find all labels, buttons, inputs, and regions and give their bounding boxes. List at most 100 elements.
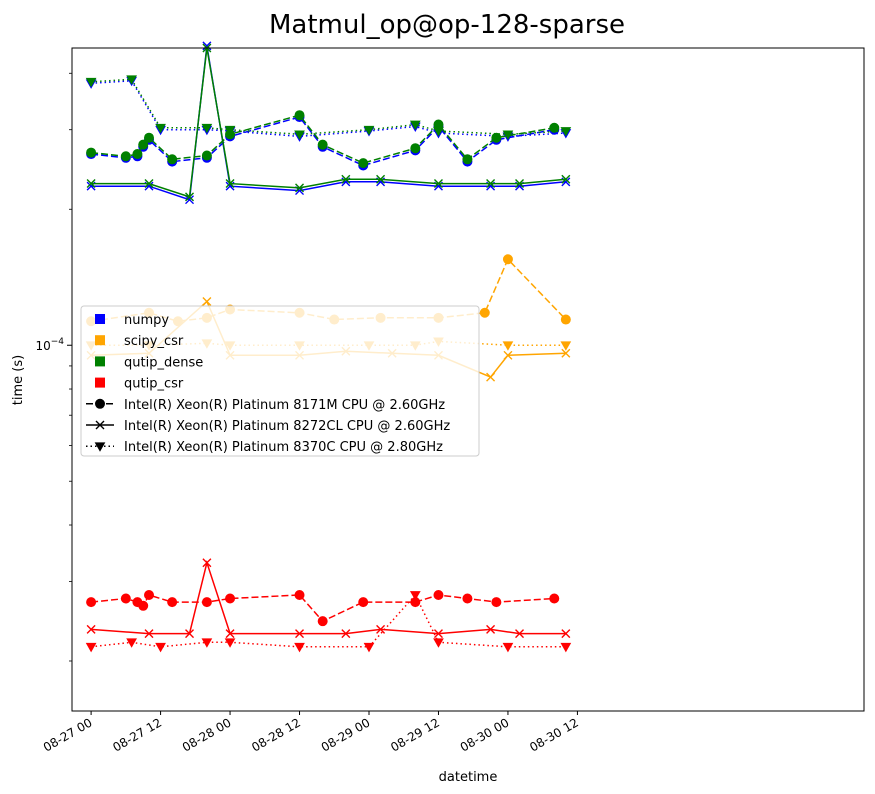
x-marker: [225, 179, 235, 189]
circle-marker: [132, 149, 143, 160]
circle-marker: [144, 132, 154, 143]
circle-marker: [549, 122, 560, 133]
x-marker: [185, 192, 195, 202]
circle-marker: [560, 314, 571, 325]
x-marker: [144, 179, 154, 189]
triangle-down-marker: [409, 120, 421, 131]
x-tick-label: 08-29 12: [388, 715, 442, 754]
circle-marker: [462, 593, 473, 604]
legend-label-qutip_csr: qutip_csr: [124, 377, 184, 392]
plot-frame: [71, 47, 865, 712]
triangle-down-marker: [126, 638, 137, 648]
circle-marker: [502, 254, 513, 265]
circle-marker: [491, 132, 502, 143]
circle-marker: [317, 139, 328, 150]
circle-marker: [358, 158, 369, 169]
x-marker: [295, 183, 305, 193]
triangle-down-marker: [433, 127, 444, 137]
triangle-down-marker: [294, 642, 305, 653]
triangle-down-marker: [502, 341, 514, 351]
triangle-down-marker: [201, 123, 213, 134]
triangle-down-marker: [155, 123, 166, 134]
x-marker: [202, 41, 212, 51]
x-marker: [486, 179, 496, 189]
x-marker: [86, 624, 96, 634]
y-axis-label: time (s): [11, 355, 26, 405]
legend-label-qutip_dense: qutip_dense: [124, 355, 203, 370]
legend-swatch-scipy_csr: [95, 335, 105, 346]
series-line-qutip_dense-cpu1: [91, 47, 566, 198]
circle-marker: [138, 600, 149, 611]
x-tick-label: 08-27 00: [41, 715, 95, 754]
x-marker: [225, 629, 235, 639]
triangle-down-marker: [433, 638, 444, 648]
legend-swatch-qutip_dense: [95, 356, 105, 367]
triangle-down-marker: [201, 638, 213, 648]
legend-label-numpy: numpy: [124, 313, 169, 328]
triangle-down-marker: [560, 341, 572, 351]
triangle-down-marker: [126, 75, 137, 85]
series-line-qutip_csr-cpu1: [91, 559, 566, 635]
x-tick-label: 08-28 00: [180, 715, 234, 754]
triangle-down-marker: [224, 638, 236, 648]
x-marker: [202, 558, 212, 568]
x-marker: [561, 348, 571, 358]
x-tick-label: 08-30 00: [458, 715, 512, 754]
circle-marker: [144, 589, 154, 600]
circle-marker: [201, 150, 212, 161]
legend-label-cpu: Intel(R) Xeon(R) Platinum 8370C CPU @ 2.…: [124, 440, 443, 455]
legend-label-cpu: Intel(R) Xeon(R) Platinum 8272CL CPU @ 2…: [124, 419, 450, 434]
triangle-down-marker: [294, 130, 305, 140]
triangle-down-marker: [560, 642, 572, 653]
x-marker: [295, 629, 305, 639]
circle-marker: [294, 589, 305, 600]
triangle-down-marker: [502, 642, 514, 653]
circle-marker: [86, 147, 97, 158]
triangle-down-marker: [363, 642, 375, 653]
x-marker: [185, 195, 195, 205]
x-marker: [376, 174, 386, 184]
legend-label-cpu: Intel(R) Xeon(R) Platinum 8171M CPU @ 2.…: [124, 398, 445, 413]
circle-marker: [138, 139, 149, 150]
x-marker: [486, 624, 496, 634]
legend-x-marker: [95, 420, 105, 430]
legend-swatch-qutip_csr: [95, 377, 105, 388]
series-line-qutip_csr-cpu2: [91, 593, 566, 648]
legend-swatch-numpy: [95, 314, 105, 324]
x-marker: [561, 174, 571, 184]
triangle-down-marker: [363, 125, 375, 136]
circle-marker: [479, 307, 490, 318]
x-marker: [341, 629, 351, 639]
circle-marker: [86, 597, 97, 608]
y-tick-label: 10−4: [35, 337, 64, 353]
x-marker: [144, 629, 154, 639]
x-marker: [86, 179, 96, 189]
x-marker: [561, 629, 571, 639]
triangle-down-marker: [85, 77, 97, 88]
x-marker: [433, 179, 443, 189]
series-line-qutip_dense-cpu0: [91, 114, 555, 164]
chart-title: Matmul_op@op-128-sparse: [269, 10, 625, 40]
series-line-numpy-cpu1: [91, 45, 566, 201]
triangle-down-marker: [409, 591, 421, 601]
circle-marker: [225, 593, 236, 604]
circle-marker: [410, 143, 421, 154]
triangle-down-marker: [560, 127, 572, 137]
x-tick-label: 08-28 12: [249, 715, 303, 754]
legend-label-scipy_csr: scipy_csr: [124, 334, 184, 349]
x-marker: [515, 629, 525, 639]
triangle-down-marker: [224, 125, 236, 136]
x-marker: [202, 296, 212, 306]
x-marker: [515, 179, 525, 189]
circle-marker: [167, 154, 178, 165]
legend-box: [80, 305, 480, 457]
legend-circle-marker: [95, 398, 105, 409]
circle-marker: [120, 151, 131, 162]
circle-marker: [462, 154, 473, 165]
circle-marker: [120, 593, 131, 604]
circle-marker: [167, 597, 178, 608]
x-marker: [341, 174, 351, 184]
x-marker: [185, 629, 195, 639]
circle-marker: [294, 110, 305, 121]
